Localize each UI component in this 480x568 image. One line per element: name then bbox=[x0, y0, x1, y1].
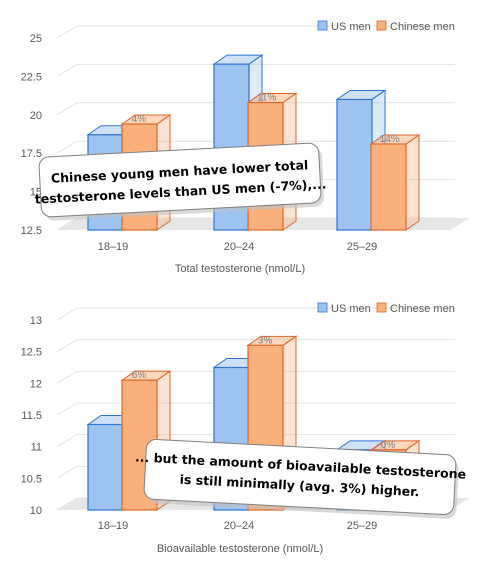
legend: US men Chinese men bbox=[317, 302, 455, 315]
gridline-diagonal bbox=[56, 339, 78, 353]
x-axis-title: Total testosterone (nmol/L) bbox=[175, 263, 305, 275]
y-tick-label: 12.5 bbox=[21, 347, 42, 359]
legend-swatch-us bbox=[317, 302, 328, 313]
legend-swatch-us bbox=[317, 20, 328, 31]
gridline-diagonal bbox=[56, 140, 78, 154]
y-tick-label: 11.5 bbox=[21, 410, 42, 422]
x-tick-label: 18–19 bbox=[98, 520, 129, 532]
chart-panel-1: 12.5 15 17.5 20 22.5 25 4% 18–19 -11% 20–24 -14% 25… bbox=[21, 20, 470, 275]
data-label: -14% bbox=[376, 134, 399, 145]
x-tick-label: 25–29 bbox=[347, 520, 378, 532]
y-tick-label: 10 bbox=[30, 505, 42, 517]
data-label: 0% bbox=[381, 440, 396, 451]
x-tick-label: 20–24 bbox=[224, 520, 255, 532]
gridline-diagonal bbox=[56, 465, 78, 479]
x-tick-label: 20–24 bbox=[224, 241, 255, 253]
y-tick-label: 12.5 bbox=[21, 225, 42, 237]
legend: US men Chinese men bbox=[317, 20, 455, 33]
gridline-diagonal bbox=[56, 63, 78, 77]
y-tick-label: 12 bbox=[30, 378, 42, 390]
data-label: 4% bbox=[132, 114, 147, 125]
gridline-diagonal bbox=[56, 307, 78, 321]
chart-panel-2: 10 10.5 11 11.5 12 12.5 13 6% 18–19 3% 20–24 0% 25–2… bbox=[21, 302, 470, 555]
bar-front bbox=[87, 423, 124, 511]
y-tick-label: 15 bbox=[30, 187, 42, 199]
callout-box bbox=[143, 438, 457, 516]
gridline-diagonal bbox=[56, 370, 78, 384]
y-tick-label: 11 bbox=[31, 442, 42, 454]
callout-box bbox=[38, 142, 322, 218]
legend-label-cn: Chinese men bbox=[390, 21, 455, 33]
y-tick-label: 25 bbox=[30, 33, 42, 45]
data-label: 6% bbox=[132, 370, 147, 381]
x-axis-title: Bioavailable testosterone (nmol/L) bbox=[157, 543, 323, 555]
legend-label-cn: Chinese men bbox=[390, 303, 455, 315]
legend-swatch-cn bbox=[376, 20, 387, 31]
y-tick-label: 10.5 bbox=[21, 473, 42, 485]
bar-cn-25–29 bbox=[369, 134, 421, 231]
x-tick-label: 18–19 bbox=[98, 241, 129, 253]
y-tick-label: 13 bbox=[30, 315, 42, 327]
y-tick-label: 20 bbox=[30, 110, 42, 122]
bar-front bbox=[336, 98, 373, 231]
gridline-diagonal bbox=[56, 434, 78, 448]
legend-label-us: US men bbox=[331, 303, 371, 315]
callout: ... but the amount of bioavailable testo… bbox=[135, 438, 466, 519]
bar-us-25–29 bbox=[335, 89, 387, 231]
gridline-diagonal bbox=[56, 402, 78, 416]
legend-label-us: US men bbox=[331, 21, 371, 33]
x-tick-label: 25–29 bbox=[347, 241, 378, 253]
y-tick-label: 22.5 bbox=[21, 71, 42, 83]
data-label: -11% bbox=[254, 93, 277, 104]
gridline-diagonal bbox=[56, 102, 78, 116]
gridline-diagonal bbox=[56, 25, 78, 39]
data-label: 3% bbox=[258, 335, 273, 346]
bar-front bbox=[370, 143, 407, 231]
bar-side bbox=[405, 134, 420, 231]
y-tick-label: 17.5 bbox=[21, 148, 42, 160]
callout: Chinese young men have lower totaltestos… bbox=[34, 142, 327, 221]
legend-swatch-cn bbox=[376, 302, 387, 313]
